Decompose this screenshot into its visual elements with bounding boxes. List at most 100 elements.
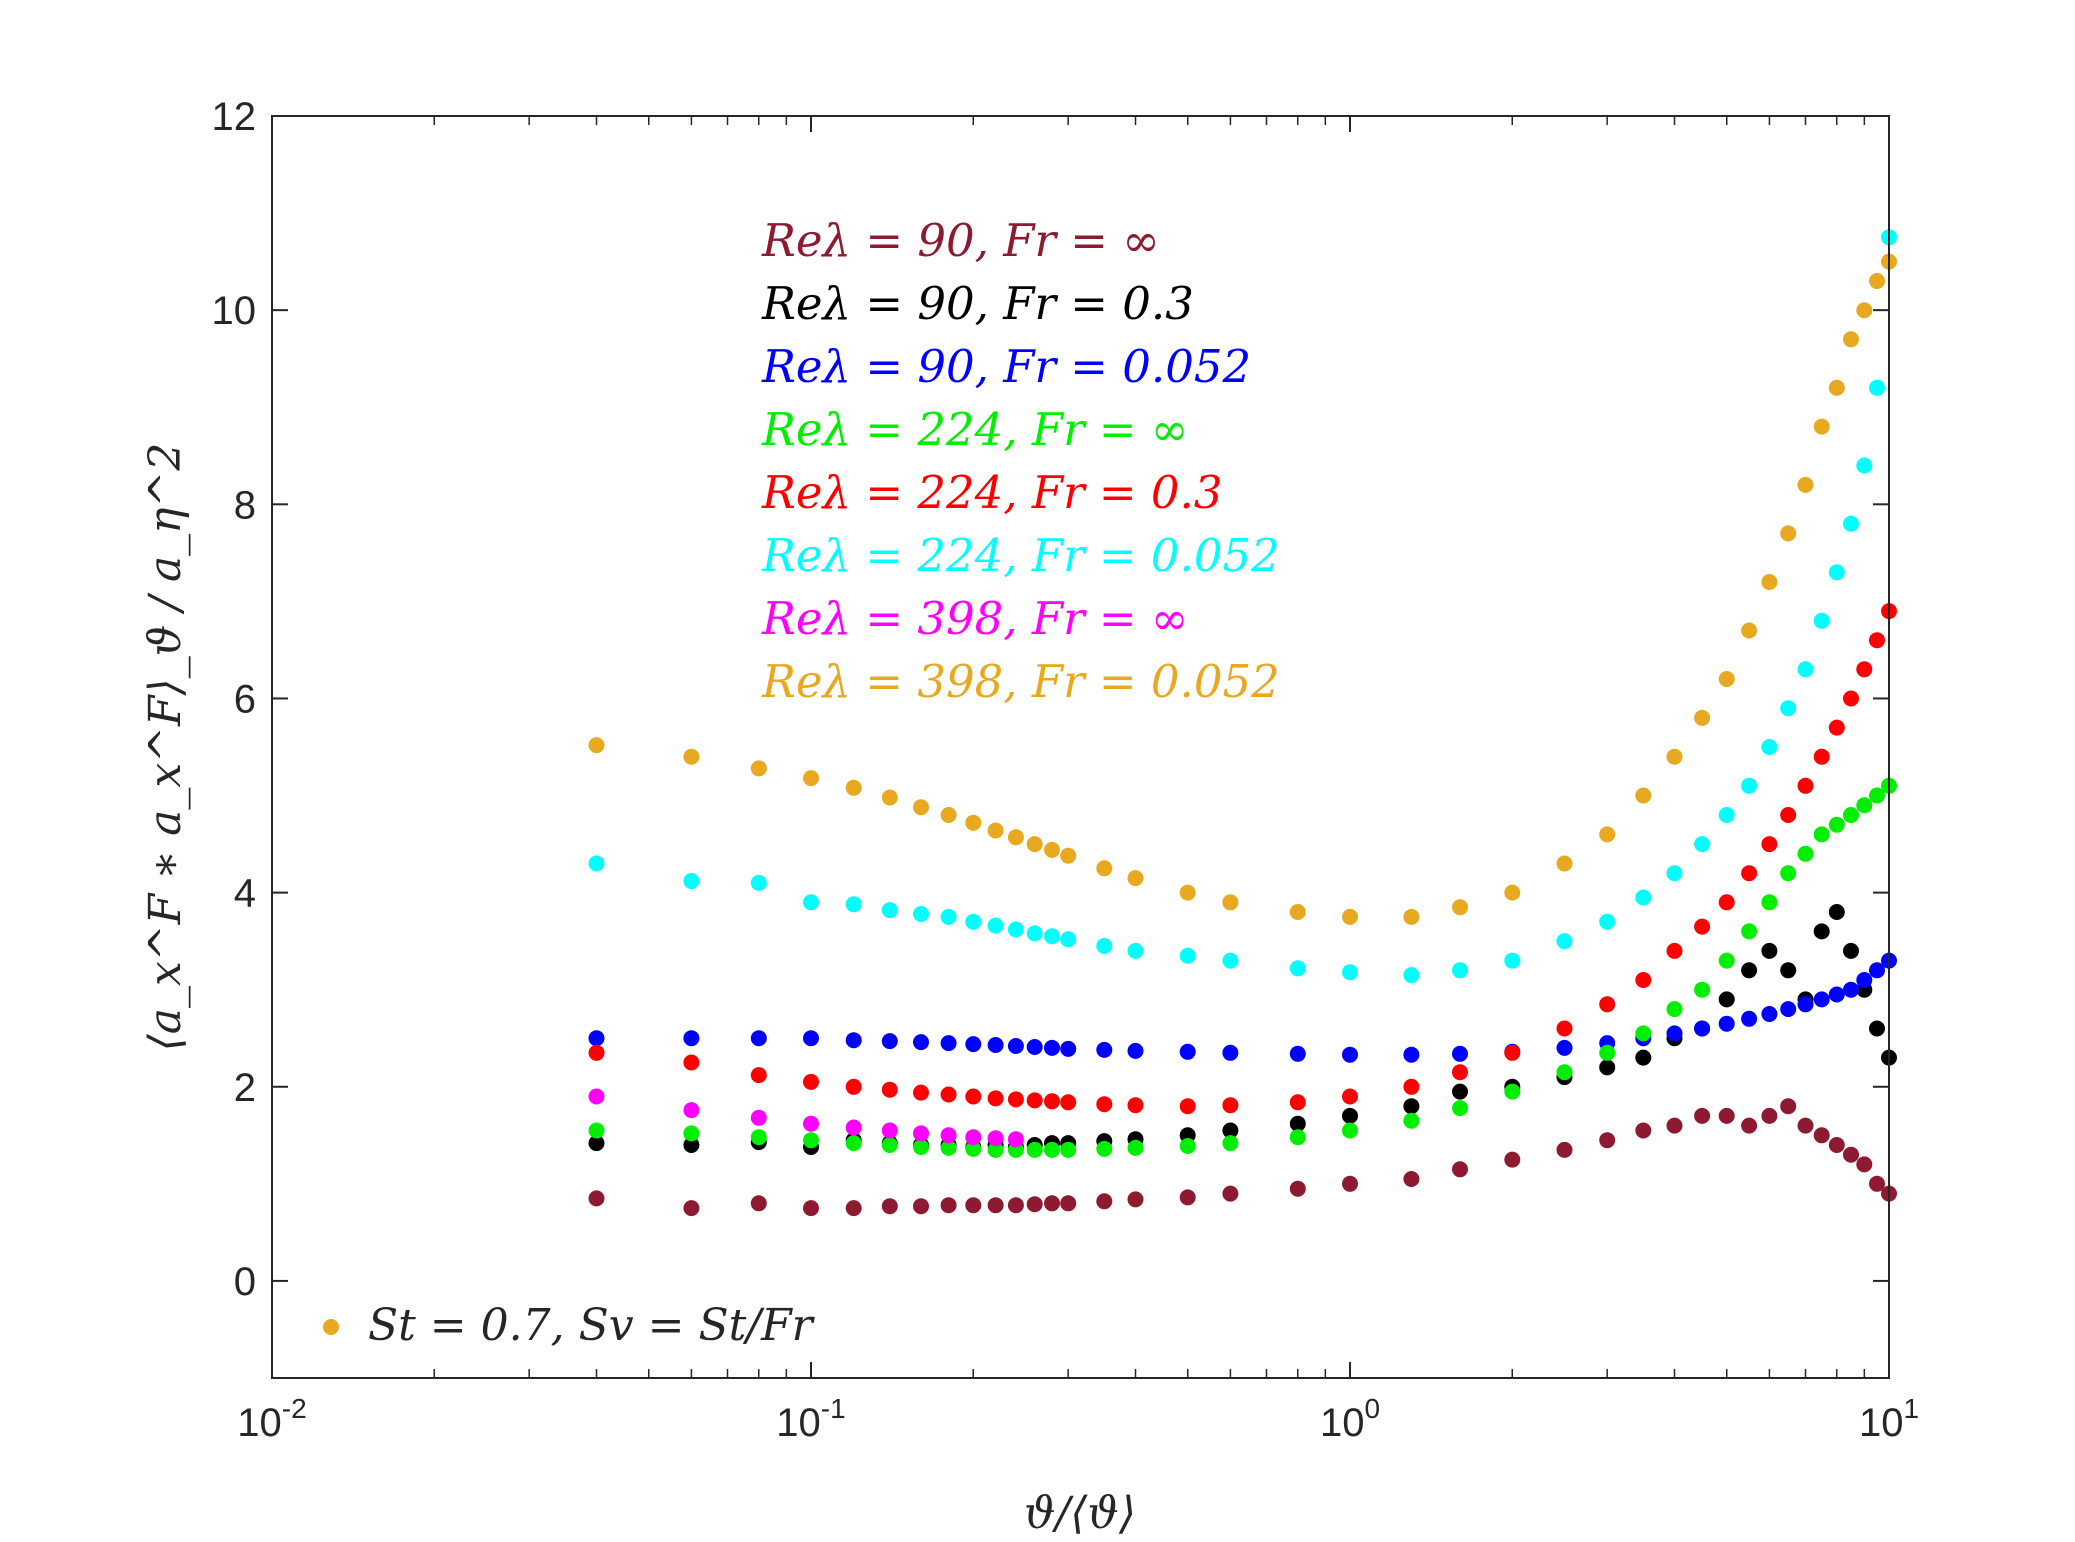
data-point (1666, 1117, 1683, 1134)
data-point (1813, 418, 1830, 435)
data-point (683, 1200, 700, 1217)
data-point (940, 908, 957, 925)
data-point (588, 855, 605, 872)
data-point (1289, 1115, 1306, 1132)
data-point (965, 814, 982, 831)
data-point (1741, 1117, 1758, 1134)
legend-entry: Reλ = 90, Fr = 0.3 (761, 277, 1194, 330)
data-point (1869, 962, 1885, 979)
data-point (1556, 1141, 1573, 1158)
data-point (1060, 1195, 1077, 1212)
data-point (1179, 947, 1196, 964)
data-point (1694, 709, 1711, 726)
data-point (1007, 1197, 1024, 1214)
data-point (940, 1035, 957, 1052)
data-point (1289, 960, 1306, 977)
data-point (1694, 836, 1711, 853)
data-point (1096, 1140, 1113, 1157)
data-point (965, 913, 982, 930)
data-point (1599, 826, 1616, 843)
data-point (1869, 379, 1885, 396)
y-tick-label: 12 (212, 95, 257, 139)
data-point (1780, 525, 1797, 542)
data-point (1635, 889, 1652, 906)
data-point (1007, 1131, 1024, 1148)
legend-entry: Reλ = 398, Fr = 0.052 (761, 655, 1280, 708)
data-point (1060, 1040, 1077, 1057)
data-point (1780, 865, 1797, 882)
data-point (1007, 921, 1024, 938)
x-tick-label: 10-2 (237, 1393, 306, 1445)
plot-background (272, 116, 1889, 1378)
legend-entry: Reλ = 224, Fr = 0.3 (761, 466, 1222, 519)
data-point (1044, 841, 1060, 858)
data-point (1856, 1156, 1873, 1173)
data-point (1761, 942, 1778, 959)
data-point (1843, 1146, 1859, 1163)
data-point (1060, 1094, 1077, 1111)
data-point (1044, 1039, 1060, 1056)
data-point (1026, 1092, 1043, 1109)
data-point (1813, 748, 1830, 765)
data-point (1403, 1046, 1420, 1063)
data-point (1741, 1010, 1758, 1027)
data-point (1797, 476, 1814, 493)
data-point (1342, 964, 1358, 981)
legend-entry: Reλ = 224, Fr = ∞ (761, 403, 1188, 456)
data-point (1761, 1107, 1778, 1124)
data-point (987, 1141, 1004, 1158)
data-point (1761, 739, 1778, 755)
data-point (1179, 884, 1196, 901)
data-point (1179, 1138, 1196, 1154)
data-point (1403, 1112, 1420, 1129)
data-point (1504, 1083, 1521, 1100)
data-point (1828, 719, 1845, 736)
data-point (881, 902, 898, 919)
data-point (845, 896, 862, 913)
data-point (1222, 1097, 1239, 1114)
data-point (1452, 1045, 1468, 1062)
data-point (588, 1190, 605, 1207)
data-point (881, 789, 898, 806)
data-point (683, 873, 700, 889)
data-point (750, 1195, 767, 1212)
data-point (1666, 942, 1683, 959)
data-point (1741, 962, 1758, 979)
data-point (913, 1139, 929, 1155)
data-point (1096, 860, 1113, 877)
data-point (1504, 1151, 1521, 1168)
data-point (1452, 899, 1468, 916)
data-point (881, 1137, 898, 1153)
data-point (913, 1125, 929, 1142)
data-point (750, 1109, 767, 1126)
data-point (845, 1200, 862, 1217)
data-point (987, 1197, 1004, 1214)
y-tick-label: 10 (212, 289, 257, 333)
data-point (1026, 836, 1043, 853)
data-point (683, 1137, 700, 1153)
data-point (845, 1119, 862, 1136)
data-point (1504, 884, 1521, 901)
data-point (1856, 797, 1873, 814)
data-point (1556, 855, 1573, 872)
data-point (881, 1033, 898, 1050)
data-point (1289, 1045, 1306, 1062)
data-point (1044, 1195, 1060, 1212)
footnote-legend: St = 0.7, Sv = St/Fr (323, 1300, 816, 1351)
data-point (803, 1115, 819, 1132)
data-point (965, 1036, 982, 1053)
y-tick-label: 4 (234, 872, 256, 916)
axis-ticks-layer: 10-2 10-1 100 101 0 2 4 6 8 10 12 (212, 95, 1920, 1445)
data-point (750, 1067, 767, 1084)
data-point (1718, 1015, 1735, 1032)
y-tick-label: 2 (234, 1066, 256, 1110)
data-point (750, 874, 767, 891)
data-point (965, 1197, 982, 1214)
data-point (1222, 1122, 1239, 1139)
data-point (1452, 1064, 1468, 1081)
data-point (987, 1037, 1004, 1053)
data-point (1666, 748, 1683, 765)
data-point (1007, 829, 1024, 846)
data-point (1556, 933, 1573, 950)
